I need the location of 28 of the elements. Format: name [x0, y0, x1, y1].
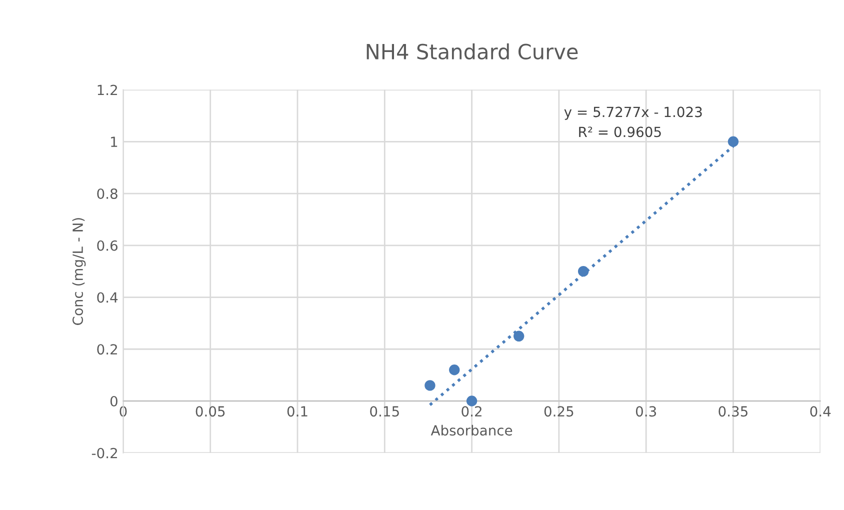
point	[466, 396, 478, 406]
x-tick-label: 0.3	[636, 406, 656, 417]
point	[728, 136, 739, 147]
x-tick-label: 0	[120, 406, 127, 417]
x-tick-label: 0.35	[718, 406, 748, 417]
x-tick-label: 0.4	[810, 406, 831, 417]
y-tick-label: 0	[110, 396, 118, 406]
y-tick-label: 0.8	[97, 188, 118, 199]
x-axis-title: Absorbance	[430, 424, 512, 436]
y-tick-label: 1.2	[98, 84, 117, 96]
chart-title: NH4 Standard Curve	[366, 43, 578, 60]
x-tick-label: 0.15	[370, 406, 399, 417]
x-tick-label: 0.2	[462, 406, 482, 417]
y-tick-label: 0.4	[97, 292, 118, 303]
y-tick-label: 0.2	[97, 344, 117, 355]
x-tick-label: 0.25	[544, 406, 574, 417]
point	[514, 330, 524, 342]
y-tick-label: -0.2	[92, 448, 117, 458]
x-tick-label: 0.1	[287, 406, 308, 417]
point	[449, 364, 460, 376]
y-tick-label: 1	[111, 136, 118, 147]
x-tick-label: 0.05	[196, 406, 225, 417]
point	[424, 380, 436, 391]
annotation: y = 5.7277x - 1.023	[564, 106, 702, 120]
annotation: R² = 0.9605	[579, 126, 661, 138]
point	[578, 266, 589, 277]
y-axis-title: Conc (mg/L - N)	[72, 218, 86, 325]
y-tick-label: 0.6	[97, 240, 118, 251]
